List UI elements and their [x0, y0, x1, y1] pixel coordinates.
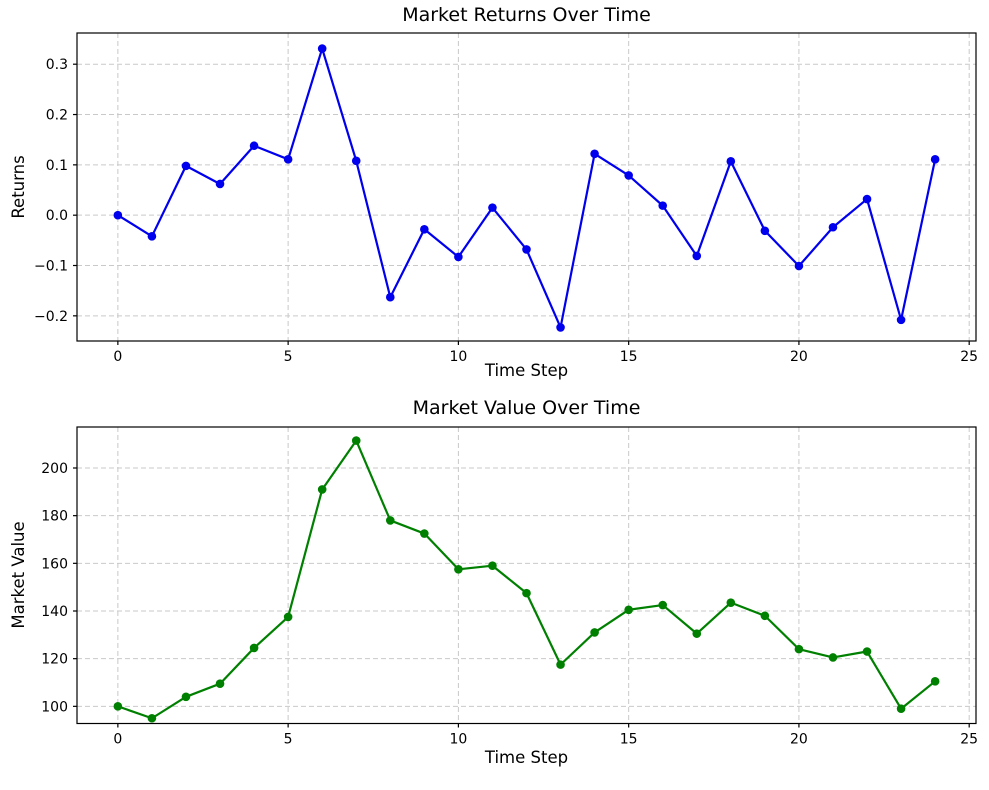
- market-value-point: [794, 644, 804, 654]
- value-y-axis-label: Market Value: [8, 521, 28, 629]
- market-returns-x-tick-label: 25: [960, 349, 978, 365]
- market-returns-y-tick-label: 0.3: [46, 57, 68, 73]
- market-value-point: [249, 643, 259, 653]
- value-chart-title: Market Value Over Time: [412, 397, 641, 419]
- market-value-x-tick-label: 25: [960, 732, 978, 748]
- market-value-point: [862, 647, 872, 656]
- market-value-point: [828, 653, 838, 662]
- market-returns-point: [454, 252, 463, 262]
- market-returns-point: [147, 232, 157, 241]
- market-returns-point: [385, 292, 395, 302]
- market-returns-line: [117, 47, 937, 329]
- market-value-point: [522, 588, 531, 598]
- market-value-x-tick-label: 0: [113, 732, 122, 748]
- market-value-x-tick-label: 10: [449, 732, 467, 748]
- market-value-point: [726, 598, 736, 607]
- market-returns-y-tick-label: 0.0: [46, 208, 68, 224]
- market-returns-x-tick-label: 0: [113, 349, 122, 365]
- market-value-point: [215, 679, 225, 688]
- market-returns-point: [317, 44, 327, 53]
- market-returns-point: [181, 161, 191, 171]
- market-returns-point: [896, 315, 906, 325]
- market-value-x-tick-label: 15: [620, 732, 638, 748]
- market-returns-point: [862, 194, 872, 204]
- market-value-y-tick-label: 160: [41, 556, 68, 572]
- market-returns-point: [760, 226, 770, 236]
- market-returns-point: [590, 149, 599, 159]
- market-returns-point: [522, 245, 531, 254]
- market-returns-point: [351, 156, 361, 166]
- market-returns-y-tick-label: 0.2: [46, 108, 68, 124]
- market-value-point: [658, 600, 668, 610]
- market-value-point: [624, 605, 633, 615]
- market-returns-point: [249, 141, 259, 151]
- market-returns-point: [930, 155, 940, 164]
- market-returns-x-tick-label: 10: [449, 349, 467, 365]
- market-value-point: [760, 611, 770, 621]
- market-returns-point: [624, 171, 633, 180]
- market-returns-point: [658, 201, 668, 210]
- market-returns-plot-area: 0 5 10 15 20 25 0.3 0.2 0.1 0.0 −0.1 −0.2: [34, 32, 978, 365]
- market-value-x-tick-label: 20: [790, 732, 808, 748]
- market-value-point: [420, 529, 429, 538]
- market-value-point: [317, 485, 327, 494]
- market-value-plot-area: 0 5 10 15 20 25 200 180 160 140 120 100: [41, 426, 978, 748]
- market-value-x-tick-label: 5: [284, 732, 293, 748]
- returns-chart-title: Market Returns Over Time: [402, 4, 651, 26]
- market-returns-point: [113, 210, 123, 220]
- market-value-point: [590, 628, 599, 637]
- market-returns-point: [794, 261, 804, 271]
- returns-x-axis-label: Time Step: [484, 361, 569, 380]
- market-value-point: [556, 660, 565, 669]
- market-value-point: [896, 704, 906, 714]
- market-value-point: [147, 713, 157, 723]
- market-returns-point: [215, 179, 225, 189]
- market-returns-y-tick-label: 0.1: [46, 158, 68, 174]
- market-value-point: [930, 677, 940, 686]
- market-value-y-tick-label: 140: [41, 604, 68, 620]
- market-returns-point: [283, 155, 293, 164]
- market-value-y-tick-label: 180: [41, 509, 68, 525]
- market-returns-y-tick-label: −0.1: [34, 259, 68, 275]
- market-value-y-tick-label: 200: [41, 461, 68, 477]
- market-returns-y-tick-label: −0.2: [34, 309, 68, 325]
- market-value-point: [488, 561, 497, 571]
- market-returns-point: [556, 323, 565, 332]
- market-value-point: [692, 629, 702, 638]
- market-returns-point: [828, 222, 838, 232]
- market-returns-point: [420, 224, 429, 234]
- market-value-point: [181, 692, 191, 702]
- market-value-point: [351, 436, 361, 445]
- market-returns-x-tick-label: 5: [284, 349, 293, 365]
- market-value-point: [454, 564, 463, 574]
- market-returns-x-tick-label: 15: [620, 349, 638, 365]
- market-returns-point: [488, 203, 497, 212]
- market-value-line: [117, 439, 936, 720]
- market-value-point: [283, 612, 293, 622]
- market-value-point: [385, 516, 395, 525]
- market-value-y-tick-label: 100: [41, 699, 68, 715]
- returns-y-axis-label: Returns: [8, 155, 28, 219]
- market-value-y-tick-label: 120: [41, 652, 68, 668]
- market-returns-point: [692, 251, 702, 261]
- market-returns-point: [726, 157, 736, 166]
- market-returns-x-tick-label: 20: [790, 349, 808, 365]
- market-value-point: [113, 702, 123, 711]
- value-x-axis-label: Time Step: [484, 748, 569, 767]
